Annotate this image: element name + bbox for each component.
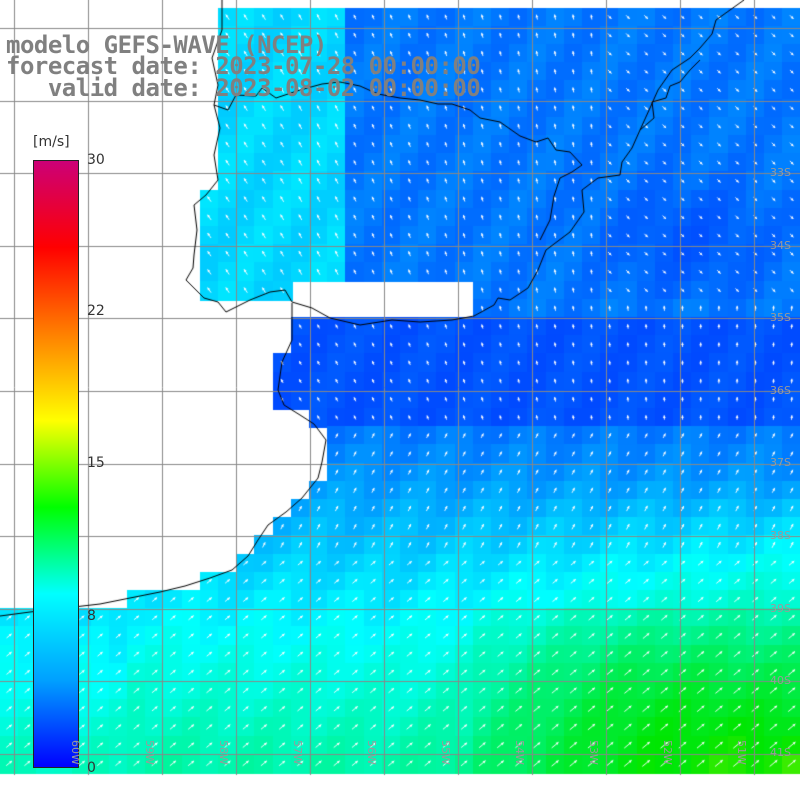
- longitude-label: 54W: [513, 740, 526, 765]
- colorbar-tick: 15: [87, 455, 105, 471]
- colorbar-tick: 8: [87, 608, 96, 624]
- latitude-label: 34S: [770, 239, 791, 252]
- longitude-label: 51W: [735, 740, 748, 765]
- longitude-label: 53W: [587, 740, 600, 765]
- longitude-label: 57W: [291, 740, 304, 765]
- latitude-label: 41S: [770, 746, 791, 759]
- title-valid-date: valid date: 2023-08-02 00:00:00: [6, 74, 481, 102]
- longitude-label: 60W: [69, 740, 82, 765]
- longitude-label: 59W: [143, 740, 156, 765]
- longitude-label: 52W: [661, 740, 674, 765]
- colorbar-tick: 30: [87, 152, 105, 168]
- latitude-label: 33S: [770, 166, 791, 179]
- colorbar-tick: 22: [87, 303, 105, 319]
- colorbar: [m/s] 30 22 15 8 0: [0, 0, 110, 800]
- longitude-label: 55W: [439, 740, 452, 765]
- latitude-label: 38S: [770, 529, 791, 542]
- latitude-label: 36S: [770, 384, 791, 397]
- colorbar-gradient: [33, 160, 79, 768]
- latitude-label: 37S: [770, 456, 791, 469]
- colorbar-tick: 0: [87, 760, 96, 776]
- longitude-label: 58W: [217, 740, 230, 765]
- longitude-label: 56W: [365, 740, 378, 765]
- title-model: modelo GEFS-WAVE (NCEP): [6, 31, 327, 59]
- latitude-label: 39S: [770, 602, 791, 615]
- latitude-label: 40S: [770, 674, 791, 687]
- title-forecast-date: forecast date: 2023-07-28 00:00:00: [6, 52, 481, 80]
- colorbar-unit-label: [m/s]: [33, 134, 70, 150]
- latitude-label: 35S: [770, 311, 791, 324]
